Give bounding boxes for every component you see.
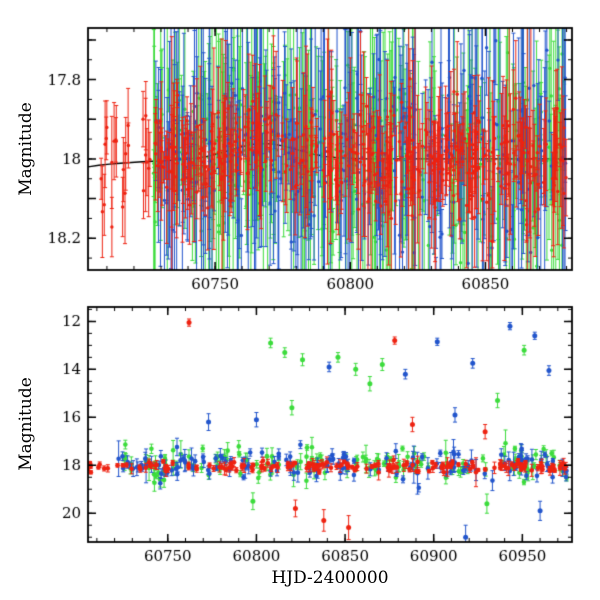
y-axis-label-bottom: Magnitude bbox=[16, 377, 36, 471]
y-axis-label-top: Magnitude bbox=[16, 102, 36, 196]
x-axis-label: HJD-2400000 bbox=[271, 568, 389, 588]
